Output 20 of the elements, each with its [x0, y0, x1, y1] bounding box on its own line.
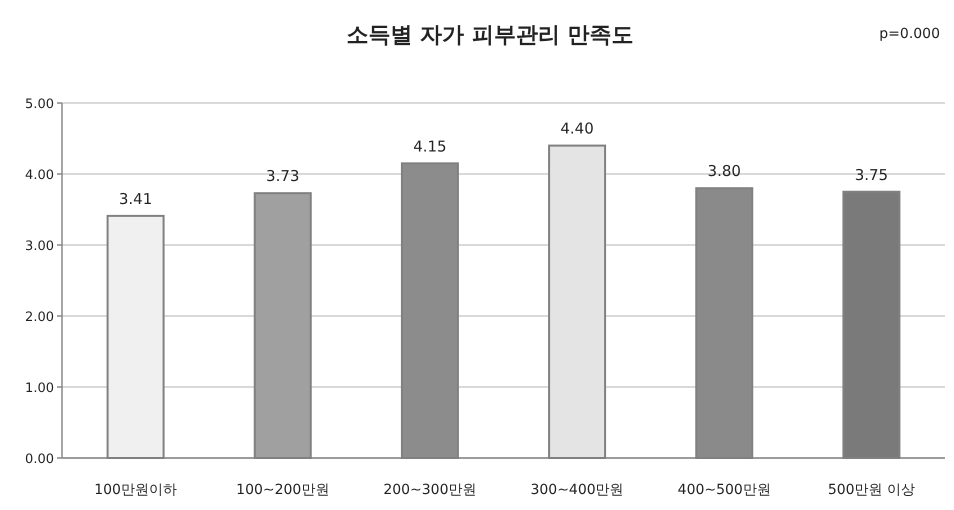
y-tick-label: 2.00 [25, 310, 54, 325]
data-label: 3.73 [266, 167, 300, 186]
x-tick-label: 200~300만원 [383, 482, 477, 498]
chart-title: 소득별 자가 피부관리 만족도 [346, 23, 634, 48]
data-label: 4.40 [560, 120, 594, 138]
y-tick-label: 0.00 [25, 452, 54, 467]
x-tick-label: 100만원이하 [94, 482, 177, 498]
x-tick-label: 500만원 이상 [828, 482, 916, 498]
x-tick-label: 100~200만원 [236, 482, 330, 498]
data-label: 3.80 [708, 162, 741, 180]
y-tick-label: 5.00 [25, 97, 54, 112]
data-label: 4.15 [413, 137, 447, 156]
data-label: 3.41 [118, 190, 152, 208]
x-tick-label: 400~500만원 [678, 482, 771, 498]
y-tick-label: 4.00 [25, 168, 54, 183]
data-label: 3.75 [854, 166, 888, 184]
y-tick-label: 3.00 [25, 239, 54, 254]
x-tick-label: 300~400만원 [530, 482, 624, 498]
text: p=0.000 [879, 26, 940, 42]
y-tick-label: 1.00 [25, 381, 54, 396]
